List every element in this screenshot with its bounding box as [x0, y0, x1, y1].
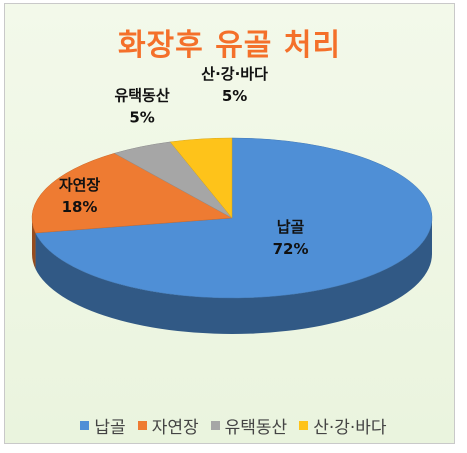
legend-swatch — [299, 421, 309, 430]
pie-slice-0 — [35, 137, 433, 299]
legend-label: 자연장 — [151, 418, 199, 438]
legend-item-yutaekdongsan: 유택동산 — [210, 413, 288, 438]
slice-label-1: 자연장 — [59, 176, 101, 194]
legend-item-san-gang-bada: 산·강·바다 — [299, 413, 387, 438]
chart-title: 화장후 유골 처리 — [117, 28, 342, 63]
slice-value-0: 72% — [273, 240, 309, 258]
slice-label-2: 유택동산 — [114, 87, 169, 105]
legend: 납골 자연장 유택동산 산·강·바다 — [0, 413, 467, 438]
pie-slice-side-0 — [35, 218, 433, 335]
pie-slice-side-1 — [32, 218, 36, 269]
pie-sides — [32, 218, 433, 335]
legend-label: 납골 — [94, 418, 126, 438]
data-labels: 납골 72% 자연장 18% 유택동산 5% 산·강·바다 5% — [59, 65, 309, 258]
slice-value-1: 18% — [62, 198, 98, 216]
legend-label: 산·강·바다 — [313, 418, 387, 438]
legend-item-napgol: 납골 — [80, 413, 126, 438]
pie-slice-1 — [31, 153, 233, 234]
slice-value-3: 5% — [222, 87, 247, 105]
legend-item-jayeonjang: 자연장 — [137, 413, 199, 438]
pie-slice-3 — [169, 137, 233, 219]
slice-label-3: 산·강·바다 — [201, 65, 268, 83]
legend-swatch — [137, 421, 147, 430]
legend-swatch — [80, 421, 90, 430]
legend-label: 유택동산 — [224, 418, 288, 438]
slice-label-0: 납골 — [277, 218, 305, 236]
slice-value-2: 5% — [129, 109, 154, 127]
pie-top — [31, 137, 433, 299]
legend-swatch — [210, 421, 220, 430]
